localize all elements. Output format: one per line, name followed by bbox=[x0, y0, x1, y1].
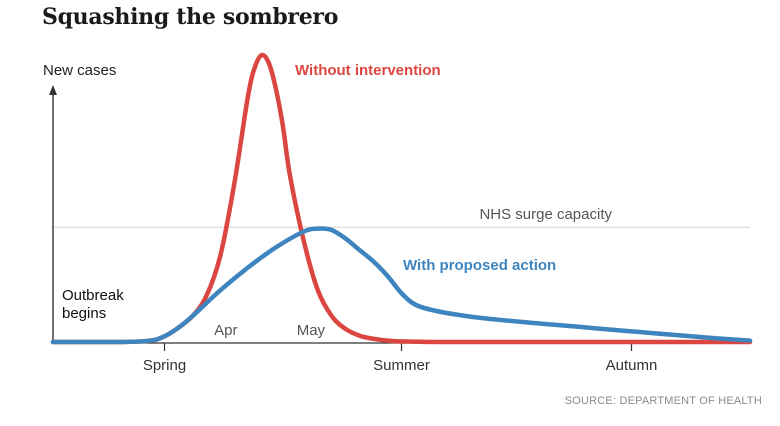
x-ticks: Spring Summer Autumn bbox=[143, 343, 658, 374]
series-line-with-proposed-action bbox=[50, 226, 753, 345]
series-group bbox=[50, 52, 753, 345]
month-labels: Apr May bbox=[214, 322, 325, 339]
series-line-without-intervention bbox=[50, 52, 753, 345]
x-tick-label: Spring bbox=[143, 357, 186, 374]
month-label: May bbox=[297, 322, 326, 339]
outbreak-annotation-line-1: Outbreak bbox=[62, 287, 124, 304]
x-tick-label: Autumn bbox=[606, 357, 658, 374]
series-label-without-intervention: Without intervention bbox=[295, 62, 441, 79]
source-note: SOURCE: DEPARTMENT OF HEALTH bbox=[564, 395, 762, 407]
surge-capacity-label: NHS surge capacity bbox=[479, 206, 612, 223]
series-label-with-proposed-action: With proposed action bbox=[403, 257, 556, 274]
month-label: Apr bbox=[214, 322, 237, 339]
outbreak-annotation-line-2: begins bbox=[62, 305, 106, 322]
chart-title: Squashing the sombrero bbox=[42, 4, 339, 30]
y-axis-arrow-icon bbox=[49, 85, 57, 95]
x-tick-label: Summer bbox=[373, 357, 430, 374]
y-axis-label: New cases bbox=[43, 62, 116, 79]
